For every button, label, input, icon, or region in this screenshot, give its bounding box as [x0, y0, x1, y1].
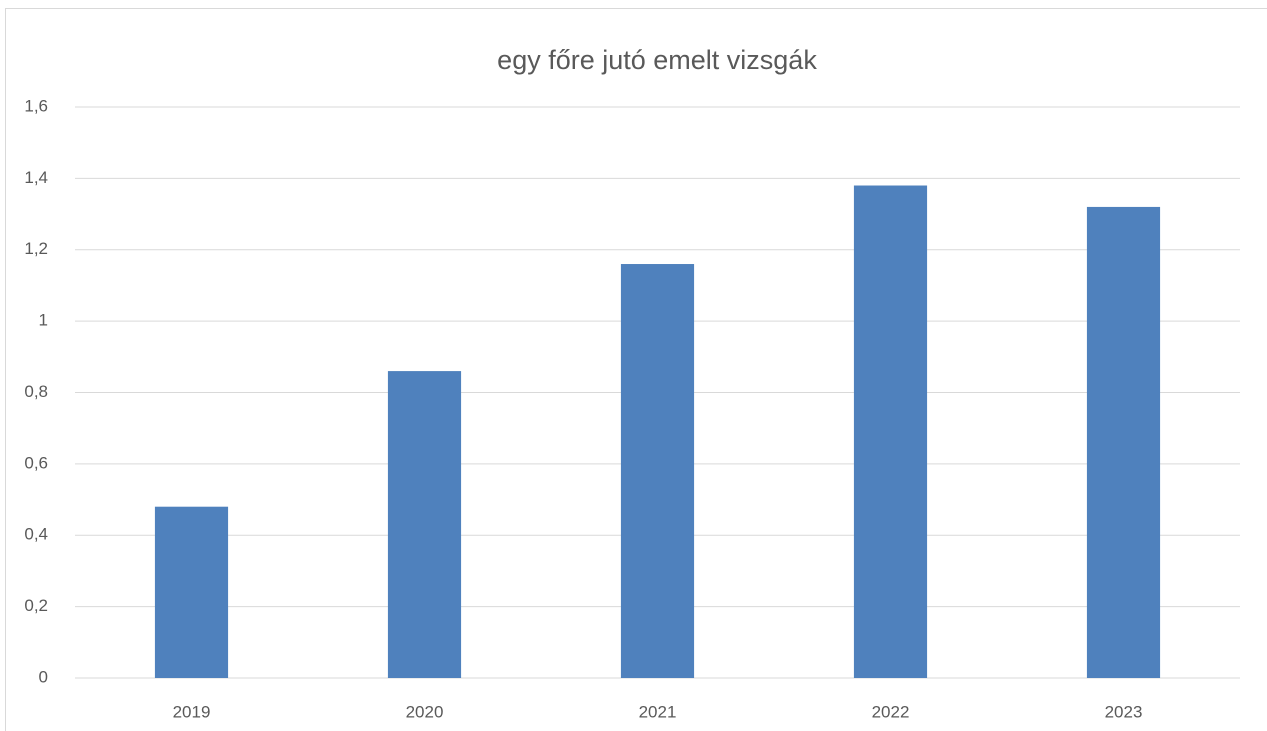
- y-tick-label: 1,2: [24, 239, 48, 258]
- y-tick-label: 0,6: [24, 453, 48, 472]
- x-tick-label: 2020: [406, 702, 444, 721]
- bar: [387, 371, 462, 678]
- y-tick-label: 1: [39, 311, 48, 330]
- chart-title: egy főre jutó emelt vizsgák: [497, 45, 817, 75]
- x-tick-label: 2019: [173, 702, 211, 721]
- y-tick-label: 0,2: [24, 596, 48, 615]
- bar: [1086, 206, 1161, 679]
- bar: [853, 185, 928, 678]
- y-tick-label: 0: [39, 667, 48, 686]
- bar: [154, 506, 229, 678]
- x-tick-label: 2021: [639, 702, 677, 721]
- x-tick-label: 2023: [1105, 702, 1143, 721]
- bar: [620, 264, 695, 678]
- x-tick-label: 2022: [872, 702, 910, 721]
- y-tick-label: 1,4: [24, 168, 48, 187]
- y-tick-label: 1,6: [24, 96, 48, 115]
- y-tick-label: 0,4: [24, 525, 48, 544]
- y-tick-label: 0,8: [24, 382, 48, 401]
